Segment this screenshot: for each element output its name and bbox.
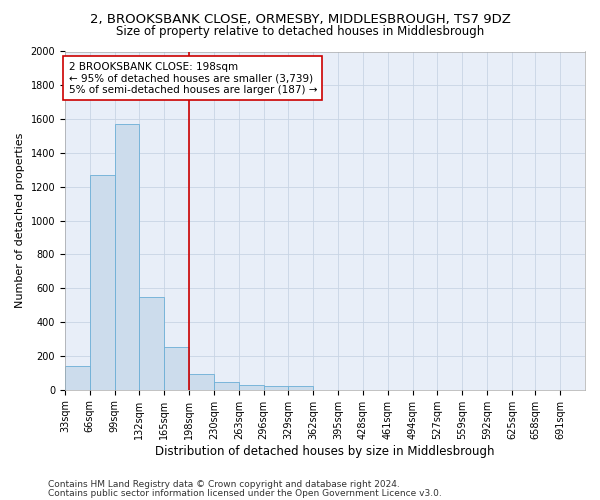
Bar (115, 124, 139, 390)
X-axis label: Distribution of detached houses by size in Middlesbrough: Distribution of detached houses by size … (155, 444, 495, 458)
Bar (189, 374, 214, 390)
Bar (214, 382, 239, 390)
Bar (90, 175, 115, 390)
Text: 2, BROOKSBANK CLOSE, ORMESBY, MIDDLESBROUGH, TS7 9DZ: 2, BROOKSBANK CLOSE, ORMESBY, MIDDLESBRO… (89, 12, 511, 26)
Bar (139, 296, 164, 390)
Bar (289, 386, 313, 390)
Bar (263, 386, 289, 390)
Bar (239, 384, 263, 390)
Bar (65, 366, 90, 390)
Text: 2 BROOKSBANK CLOSE: 198sqm
← 95% of detached houses are smaller (3,739)
5% of se: 2 BROOKSBANK CLOSE: 198sqm ← 95% of deta… (68, 62, 317, 95)
Y-axis label: Number of detached properties: Number of detached properties (15, 133, 25, 308)
Text: Contains public sector information licensed under the Open Government Licence v3: Contains public sector information licen… (48, 488, 442, 498)
Text: Contains HM Land Registry data © Crown copyright and database right 2024.: Contains HM Land Registry data © Crown c… (48, 480, 400, 489)
Text: Size of property relative to detached houses in Middlesbrough: Size of property relative to detached ho… (116, 25, 484, 38)
Bar (164, 348, 189, 390)
